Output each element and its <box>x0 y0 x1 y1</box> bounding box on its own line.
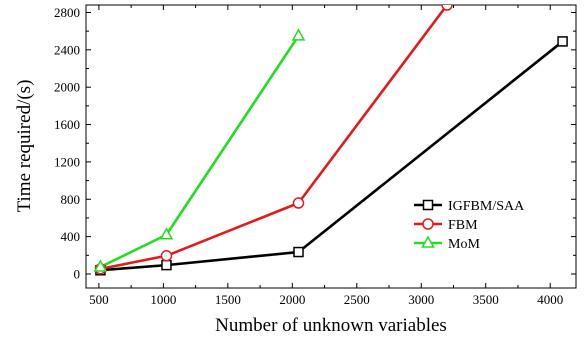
x-axis-title: Number of unknown variables <box>215 315 447 336</box>
y-tick-label: 2800 <box>54 5 80 20</box>
x-tick-label: 3500 <box>473 292 499 307</box>
x-tick-label: 1000 <box>150 292 176 307</box>
series-layer <box>99 5 564 272</box>
legend-marker-1 <box>422 218 434 230</box>
x-axis: 500 1000 1500 2000 2500 3000 3500 4000 <box>89 5 563 307</box>
y-tick-label: 2400 <box>54 42 80 57</box>
data-point-1-2 <box>292 197 305 209</box>
plot-frame <box>85 4 577 289</box>
data-point-1-3 <box>441 5 453 11</box>
x-tick-label: 3000 <box>408 292 434 307</box>
legend-label-1: FBM <box>448 218 478 233</box>
legend: IGFBM/SAA FBM MoM <box>414 199 525 252</box>
legend-marker-0 <box>422 199 434 211</box>
data-point-2-2 <box>291 28 306 41</box>
data-point-0-3 <box>557 36 568 47</box>
data-point-2-1 <box>159 227 174 240</box>
x-tick-label: 4000 <box>537 292 563 307</box>
legend-marker-2 <box>421 235 435 248</box>
series-line-1 <box>100 5 449 271</box>
x-tick-label: 2000 <box>279 292 305 307</box>
y-tick-label: 800 <box>61 192 81 207</box>
legend-label-2: MoM <box>448 237 480 252</box>
legend-label-0: IGFBM/SAA <box>448 199 525 214</box>
data-point-2-0 <box>93 259 108 272</box>
x-tick-label: 1500 <box>215 292 241 307</box>
y-tick-label: 1600 <box>54 117 80 132</box>
x-tick-label: 500 <box>89 292 109 307</box>
series-line-2 <box>99 35 300 269</box>
y-tick-label: 400 <box>61 229 81 244</box>
series-line-0 <box>100 40 564 272</box>
y-axis-title: Time required/(s) <box>14 80 35 213</box>
y-tick-label: 1200 <box>54 154 80 169</box>
data-point-0-1 <box>161 259 172 271</box>
marker-layer <box>93 5 568 276</box>
y-tick-label: 0 <box>74 266 81 281</box>
y-tick-label: 2000 <box>54 80 80 95</box>
x-tick-label: 2500 <box>344 292 370 307</box>
data-point-0-2 <box>293 246 304 258</box>
data-point-1-1 <box>160 250 173 262</box>
y-axis: 0 400 800 1200 1600 2000 2400 2800 <box>54 5 576 281</box>
